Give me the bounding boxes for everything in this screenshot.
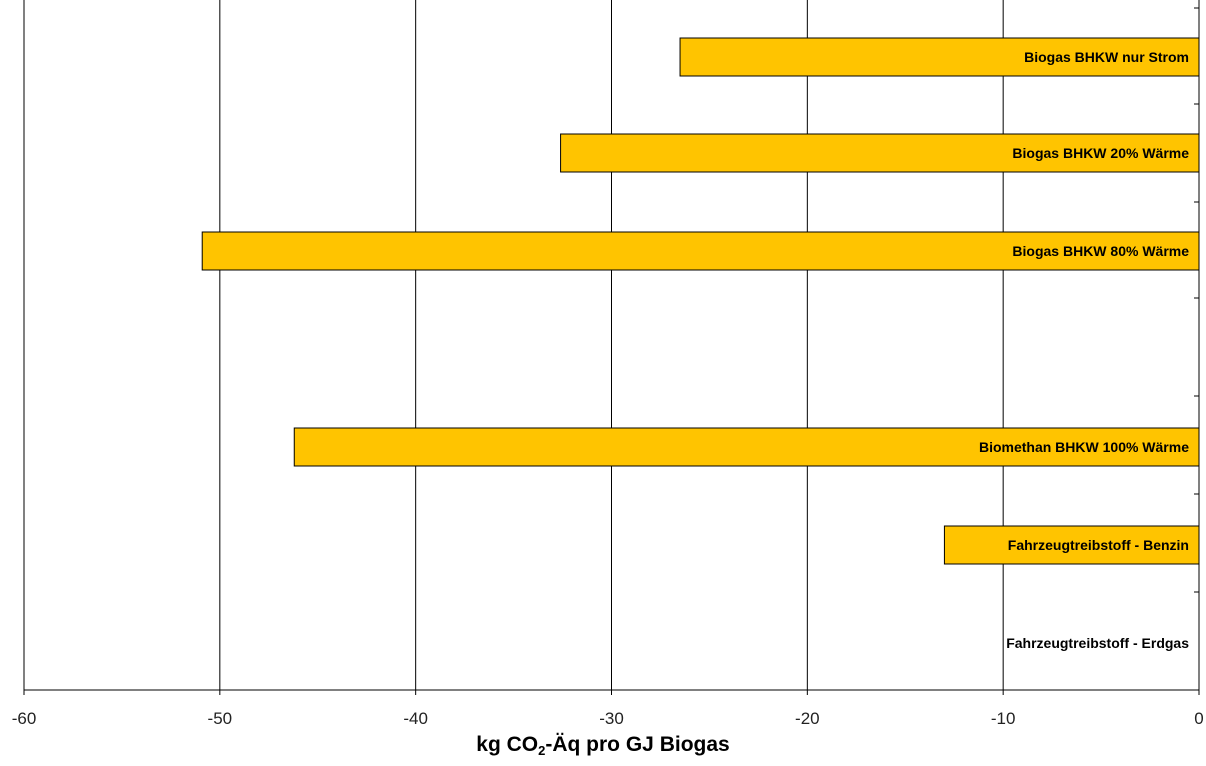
x-axis-label: kg CO2-Äq pro GJ Biogas xyxy=(476,733,730,758)
bar-label: Biogas BHKW 80% Wärme xyxy=(1012,243,1189,259)
bar xyxy=(560,133,1200,173)
x-tick-label: -10 xyxy=(991,709,1016,728)
axes xyxy=(23,0,1200,695)
x-tick-labels: -60 -50 -40 -30 -20 -10 0 xyxy=(12,709,1204,728)
bar-label: Fahrzeugtreibstoff - Benzin xyxy=(1008,537,1189,553)
bar xyxy=(679,37,1200,77)
x-tick-label: -20 xyxy=(795,709,820,728)
bar xyxy=(201,231,1200,271)
x-tick-label: -40 xyxy=(403,709,428,728)
bars: Biogas BHKW nur Strom Biogas BHKW 20% Wär… xyxy=(201,37,1200,651)
x-tick-label: -60 xyxy=(12,709,37,728)
bar-label: Biomethan BHKW 100% Wärme xyxy=(979,439,1189,455)
grid-lines xyxy=(23,0,1200,690)
bar xyxy=(293,427,1200,467)
bar-label: Fahrzeugtreibstoff - Erdgas xyxy=(1006,635,1189,651)
x-tick-label: 0 xyxy=(1194,709,1203,728)
bar xyxy=(943,525,1200,565)
x-tick-label: -30 xyxy=(599,709,624,728)
bar-label: Biogas BHKW 20% Wärme xyxy=(1012,145,1189,161)
bar-label: Biogas BHKW nur Strom xyxy=(1024,49,1189,65)
x-tick-label: -50 xyxy=(208,709,233,728)
bar-chart: Biogas BHKW nur Strom Biogas BHKW 20% Wär… xyxy=(12,0,1204,728)
